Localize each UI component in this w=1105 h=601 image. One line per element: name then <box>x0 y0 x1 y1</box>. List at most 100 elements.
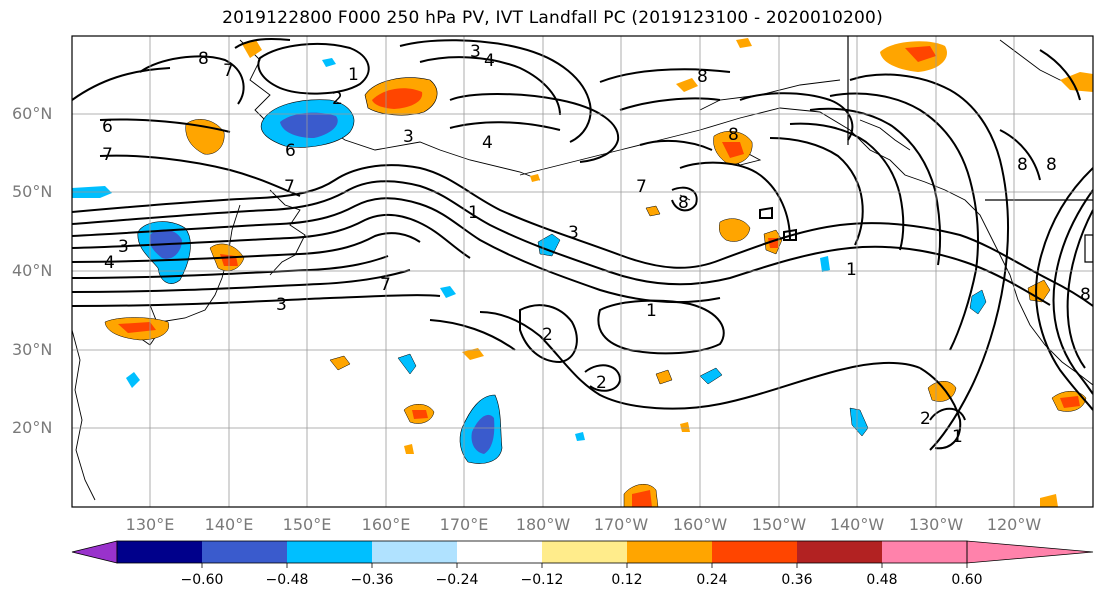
contour-label: 1 <box>846 260 857 280</box>
neg-anomaly-region <box>575 432 585 441</box>
pos-anomaly-region <box>676 78 698 92</box>
pv-contours <box>72 38 1093 451</box>
pos-anomaly-region <box>412 410 428 419</box>
contour-label: 1 <box>952 427 963 447</box>
contour-label: 2 <box>920 409 931 429</box>
colorbar-tick-label: 0.60 <box>951 572 983 588</box>
lon-label: 180°W <box>515 515 571 534</box>
lon-label: 170°E <box>439 515 489 534</box>
contour-label: 8 <box>198 49 209 69</box>
contour-label: 8 <box>1017 155 1028 175</box>
pos-anomaly-region <box>719 218 751 242</box>
lon-label: 170°W <box>593 515 649 534</box>
pos-anomaly-region <box>736 38 752 48</box>
contour-label: 3 <box>568 223 579 243</box>
contour-label: 3 <box>403 127 414 147</box>
lon-label: 160°W <box>672 515 728 534</box>
contour-label: 2 <box>332 89 343 109</box>
colorbar-segment <box>542 541 627 563</box>
pos-anomaly-region <box>372 88 423 109</box>
contour-label: 7 <box>284 177 295 197</box>
lat-label: 20°N <box>12 418 53 437</box>
neg-anomaly-region <box>126 372 140 388</box>
contour-label: 4 <box>484 51 495 71</box>
contour-label: 7 <box>223 61 234 81</box>
colorbar-tick-label: −0.36 <box>350 572 394 588</box>
pos-anomaly-region <box>530 174 540 182</box>
pos-anomaly-region <box>462 348 484 360</box>
neg-anomaly-region <box>471 414 495 454</box>
lat-label: 30°N <box>12 340 53 359</box>
colorbar-segment <box>882 541 967 563</box>
lon-label: 120°W <box>986 515 1042 534</box>
colorbar-segment <box>457 541 542 563</box>
contour-label: 3 <box>276 295 287 315</box>
neg-anomaly-region <box>849 407 869 437</box>
contour-label: 8 <box>678 193 689 213</box>
pos-anomaly-region <box>242 40 262 58</box>
colorbar-tick-label: −0.24 <box>435 572 479 588</box>
colorbar-segment <box>372 541 457 563</box>
neg-anomaly-region <box>322 58 336 67</box>
contour-label: 2 <box>596 373 607 393</box>
colorbar-tick-label: 0.36 <box>781 572 813 588</box>
pos-anomaly-region <box>1040 494 1058 507</box>
pv-shading <box>72 38 1093 507</box>
contour-label: 8 <box>1046 155 1057 175</box>
contour-label: 4 <box>482 133 493 153</box>
lon-label: 150°W <box>751 515 807 534</box>
lon-label: 140°E <box>204 515 254 534</box>
pos-anomaly-region <box>632 490 652 507</box>
pos-anomaly-region <box>655 369 673 385</box>
pos-anomaly-region <box>722 142 744 158</box>
contour-label: 8 <box>1080 285 1091 305</box>
colorbar-tick-label: 0.24 <box>696 572 728 588</box>
neg-anomaly-region <box>280 112 338 138</box>
colorbar-extend-high <box>966 540 1094 564</box>
contour-label: 1 <box>348 65 359 85</box>
colorbar-segment <box>117 541 202 563</box>
neg-anomaly-region <box>699 367 723 385</box>
lon-label: 150°E <box>282 515 332 534</box>
contour-label: 7 <box>380 275 391 295</box>
lon-label: 130°E <box>125 515 175 534</box>
colorbar-tick-label: −0.48 <box>265 572 309 588</box>
neg-anomaly-region <box>397 353 417 375</box>
map-plot-area: 3 4 1 2 3 4 6 7 6 7 8 7 1 3 7 3 2 1 2 7 … <box>72 36 1093 507</box>
lon-label: 130°W <box>908 515 964 534</box>
contour-label: 8 <box>697 67 708 87</box>
pos-anomaly-region <box>905 46 936 62</box>
contour-label: 1 <box>646 301 657 321</box>
neg-anomaly-region <box>969 289 987 315</box>
colorbar-tick-label: −0.60 <box>180 572 224 588</box>
lat-label: 40°N <box>12 261 53 280</box>
colorbar-tick-label: −0.12 <box>520 572 564 588</box>
pos-anomaly-region <box>680 422 690 432</box>
contour-label: 1 <box>468 203 479 223</box>
contour-label: 2 <box>542 325 553 345</box>
grid-lines <box>72 36 1093 507</box>
lat-label: 60°N <box>12 104 53 123</box>
contour-label: 7 <box>102 145 113 165</box>
colorbar-segment <box>627 541 712 563</box>
map-title: 2019122800 F000 250 hPa PV, IVT Landfall… <box>222 8 883 28</box>
neg-anomaly-region <box>440 286 456 298</box>
border-lines <box>847 36 1093 263</box>
colorbar-tick-label: 0.12 <box>611 572 643 588</box>
pos-anomaly-region <box>645 205 661 217</box>
lon-label: 140°W <box>829 515 885 534</box>
colorbar-segment <box>202 541 287 563</box>
contour-label: 8 <box>728 125 739 145</box>
contour-label: 7 <box>636 177 647 197</box>
colorbar-segment <box>287 541 372 563</box>
pos-anomaly-region <box>1060 396 1080 408</box>
colorbar-segment <box>797 541 882 563</box>
neg-anomaly-region <box>537 233 561 257</box>
colorbar <box>71 540 1094 568</box>
contour-label: 3 <box>118 237 129 257</box>
contour-label: 4 <box>104 253 115 273</box>
neg-anomaly-region <box>820 256 830 272</box>
contour-label: 6 <box>102 117 113 137</box>
colorbar-tick-label: 0.48 <box>866 572 898 588</box>
